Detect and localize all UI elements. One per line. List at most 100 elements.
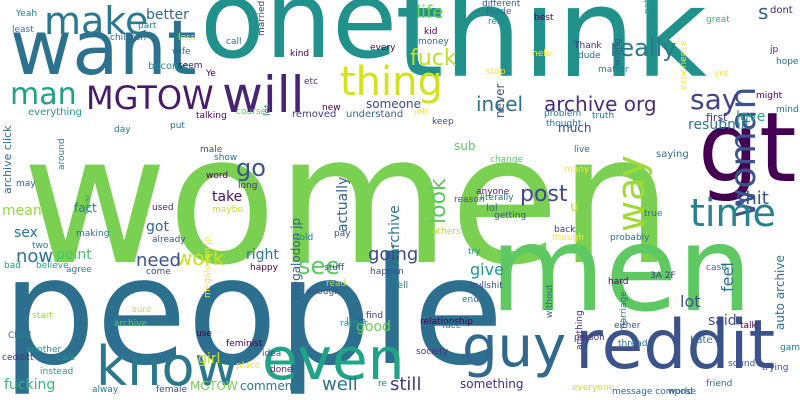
word-around: around <box>57 138 67 170</box>
word-reddit: reddit <box>575 306 776 385</box>
word-saying: saying <box>656 149 689 160</box>
word-trying: trying <box>762 363 789 373</box>
word-3A-2F: 3A 2F <box>650 271 676 281</box>
word-matter: matter <box>598 65 629 75</box>
word-relationship: relationship <box>420 317 473 327</box>
word-never: never <box>493 83 507 118</box>
word-though: though <box>552 233 584 243</box>
word-stuff: stuff <box>324 263 345 273</box>
word-Ye: Ye <box>206 69 216 79</box>
word-better: better <box>146 7 189 23</box>
word-pay: pay <box>334 229 351 239</box>
word-talk: talk <box>740 321 757 331</box>
word-s: s <box>758 0 769 24</box>
word-female: female <box>156 385 188 395</box>
word-care: care <box>56 353 76 363</box>
word-message-compose: message compose <box>612 387 696 397</box>
word-part: part <box>138 21 157 31</box>
word-bullshit: bullshit <box>470 281 503 291</box>
word-person: person <box>574 333 605 343</box>
word-thing: thing <box>340 59 443 105</box>
word-believe: believe <box>36 261 69 271</box>
word-friend: friend <box>706 379 733 389</box>
word-told: told <box>296 233 314 243</box>
word-comments: comments <box>240 379 304 393</box>
word-become: become <box>148 61 189 72</box>
word-got: got <box>146 219 169 235</box>
word-something: something <box>460 377 524 391</box>
word-take: take <box>212 189 243 205</box>
word-society: society <box>416 347 449 357</box>
word-word: word <box>206 171 229 181</box>
word-long: long <box>238 181 258 191</box>
word-different: different <box>482 0 521 9</box>
word-see: see <box>298 252 341 280</box>
word-alway: alway <box>92 385 119 395</box>
word-day: day <box>114 125 131 135</box>
word-lol: lol <box>486 203 498 214</box>
word-say: say <box>690 83 739 116</box>
word-two: two <box>32 241 49 251</box>
word-really: really <box>610 34 677 62</box>
word-great: great <box>706 15 730 25</box>
word-give: give <box>470 260 504 279</box>
word-making: making <box>76 229 110 239</box>
word-live: live <box>574 145 590 155</box>
word-kind: kind <box>290 49 310 59</box>
word-happy: happy <box>250 263 278 273</box>
word-job: job <box>414 107 428 117</box>
word-u: u <box>570 199 579 215</box>
word-face: face <box>442 321 462 331</box>
word-want: want <box>10 3 197 92</box>
word-instead: instead <box>40 367 74 377</box>
word-even: even <box>262 325 405 393</box>
word-go: go <box>236 154 266 182</box>
word-dont: dont <box>770 5 793 16</box>
word-male: male <box>200 145 223 155</box>
word-jp: jp <box>770 45 779 55</box>
word-archive-small: archive <box>114 319 148 329</box>
word-truth: truth <box>592 111 615 121</box>
word-others: others <box>432 227 461 237</box>
word-cedditt: cedditt <box>2 353 34 363</box>
word-true: true <box>644 209 663 219</box>
word-Chad: Chad <box>8 331 32 341</box>
word-wrong: wrong <box>613 38 623 66</box>
word-Yeah: Yeah <box>16 9 38 19</box>
word-put: put <box>170 121 185 131</box>
word-real: real <box>488 17 506 27</box>
word-life: life <box>416 2 444 23</box>
word-much: much <box>558 121 592 135</box>
word-money: money <box>418 37 449 47</box>
word-now: now <box>16 246 54 267</box>
word-best: best <box>534 13 554 23</box>
word-bad: bad <box>4 261 21 271</box>
word-year: year <box>83 193 93 214</box>
word-auto-archive: auto archive <box>773 255 787 330</box>
word-rather: rather <box>340 319 368 329</box>
word-need: need <box>136 250 181 271</box>
word-incel: incel <box>476 92 524 116</box>
word-post: post <box>520 182 568 207</box>
word-megalodon-jp: megalodon jp <box>289 217 303 300</box>
word-thread: thread <box>618 339 648 349</box>
word-nothing: nothing <box>643 0 653 14</box>
word-work: work <box>176 246 225 270</box>
word-sex: sex <box>14 225 38 241</box>
word-dude: dude <box>578 51 601 61</box>
word-done: done <box>270 365 293 375</box>
word-going: going <box>368 244 419 265</box>
word-hate: hate <box>690 335 713 346</box>
word-everything: everything <box>28 107 82 118</box>
word-wife: wife <box>172 47 191 57</box>
word-fucking: fucking <box>4 377 56 393</box>
word-love: love <box>736 109 766 125</box>
word-good: good <box>356 319 391 335</box>
word-call: call <box>226 37 242 47</box>
word-way: way <box>609 155 653 232</box>
word-might: might <box>756 91 783 101</box>
word-think: think <box>395 0 708 106</box>
word-right: right <box>246 247 279 263</box>
word-try: try <box>468 247 481 257</box>
